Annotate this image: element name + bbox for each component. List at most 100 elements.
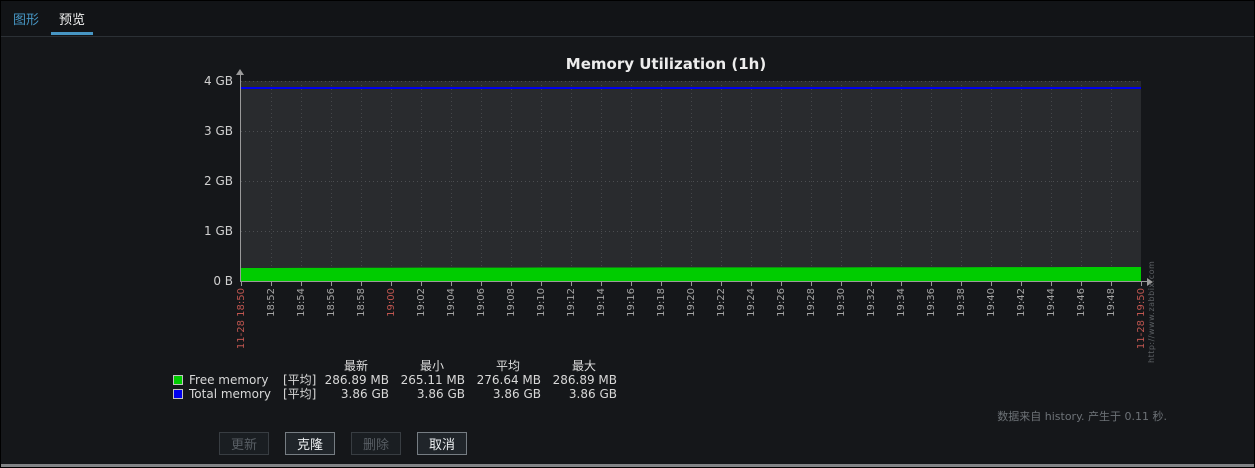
x-tick-label: 19:28: [806, 288, 817, 317]
x-tick-label: 19:14: [596, 288, 607, 317]
x-tick-mark: [391, 281, 392, 286]
x-tick-mark: [541, 281, 542, 286]
x-tick-mark: [691, 281, 692, 286]
x-tick-mark: [241, 281, 242, 286]
legend-last-value: 286.89 MB: [324, 372, 389, 387]
y-tick-label: 4 GB: [204, 74, 233, 88]
legend-aggregation: [平均]: [283, 373, 317, 387]
legend-swatch: [173, 374, 183, 385]
x-tick-label: 19:44: [1046, 288, 1057, 317]
y-axis-labels: 4 GB 3 GB 2 GB 1 GB 0 B: [151, 74, 233, 288]
x-tick-mark: [331, 281, 332, 286]
legend-row: Free memory [平均] 286.89 MB 265.11 MB 276.64 …: [173, 371, 627, 387]
x-tick-mark: [931, 281, 932, 286]
legend-header-max: 最大: [571, 359, 596, 373]
x-tick-label: 19:32: [866, 288, 877, 317]
tab-preview[interactable]: 预览: [49, 1, 95, 36]
y-tick-label: 2 GB: [204, 174, 233, 188]
x-tick-mark: [661, 281, 662, 286]
x-tick-label: 19:12: [566, 288, 577, 317]
x-tick-label: 19:38: [956, 288, 967, 317]
y-axis-line: [240, 75, 241, 282]
legend-last-value: 3.86 GB: [340, 386, 389, 401]
x-tick-label: 18:52: [266, 288, 277, 317]
y-tick-label: 0 B: [213, 274, 233, 288]
x-axis-labels: 11-28 18:50 18:52 18:54 18:56 18:58 19:00 19:0…: [236, 281, 1151, 396]
x-tick-label: 19:02: [416, 288, 427, 317]
tab-graph[interactable]: 图形: [13, 13, 40, 28]
chart-title: Memory Utilization (1h): [565, 55, 767, 73]
legend-avg-value: 3.86 GB: [492, 386, 541, 401]
x-tick-mark: [751, 281, 752, 286]
x-tick-mark: [841, 281, 842, 286]
legend-series-name: Total memory: [189, 386, 271, 401]
x-tick-label: 11-28 18:50: [236, 288, 247, 350]
x-tick-label: 19:26: [776, 288, 787, 317]
x-tick-mark: [961, 281, 962, 286]
legend-swatch: [173, 388, 183, 399]
legend-header-min: 最小: [419, 359, 444, 373]
x-tick-label: 19:06: [476, 288, 487, 317]
legend-avg-value: 276.64 MB: [476, 372, 541, 387]
clone-button[interactable]: 克隆: [285, 432, 336, 455]
x-tick-mark: [1081, 281, 1082, 286]
x-tick-label: 19:10: [536, 288, 547, 317]
x-tick-label: 11-28 19:50: [1136, 288, 1147, 350]
x-tick-mark: [481, 281, 482, 286]
x-tick-mark: [421, 281, 422, 286]
x-tick-mark: [1051, 281, 1052, 286]
x-tick-label: 19:30: [836, 288, 847, 317]
x-tick-label: 19:08: [506, 288, 517, 317]
data-source-note: 数据来自 history. 产生于 0.11 秒.: [997, 410, 1167, 423]
x-tick-label: 19:34: [896, 288, 907, 317]
x-tick-mark: [721, 281, 722, 286]
legend-max-value: 3.86 GB: [568, 386, 617, 401]
delete-button[interactable]: 删除: [351, 432, 402, 455]
update-button[interactable]: 更新: [219, 432, 270, 455]
free-memory-area: [241, 266, 1141, 281]
x-tick-label: 19:46: [1076, 288, 1087, 317]
action-buttons: 更新 克隆 删除 取消: [219, 432, 468, 455]
x-tick-mark: [631, 281, 632, 286]
x-tick-label: 19:20: [686, 288, 697, 317]
legend-series-name: Free memory: [189, 372, 269, 387]
x-tick-mark: [1141, 281, 1142, 286]
x-tick-label: 18:56: [326, 288, 337, 317]
legend-max-value: 286.89 MB: [552, 372, 617, 387]
legend-header-avg: 平均: [495, 359, 520, 373]
x-tick-mark: [991, 281, 992, 286]
y-tick-label: 1 GB: [204, 224, 233, 238]
x-tick-label: 19:40: [986, 288, 997, 317]
horizontal-scrollbar[interactable]: [1, 464, 1254, 467]
x-tick-mark: [601, 281, 602, 286]
x-tick-label: 19:04: [446, 288, 457, 317]
x-tick-mark: [811, 281, 812, 286]
x-tick-label: 19:36: [926, 288, 937, 317]
x-tick-label: 19:48: [1106, 288, 1117, 317]
legend-min-value: 3.86 GB: [416, 386, 465, 401]
legend: 最新 最小 平均 最大 Free memory [平均] 286.89 MB 265.…: [173, 357, 627, 401]
x-tick-label: 18:58: [356, 288, 367, 317]
x-axis-line: [241, 281, 1147, 282]
x-tick-mark: [781, 281, 782, 286]
x-tick-label: 19:00: [386, 288, 397, 317]
x-tick-mark: [871, 281, 872, 286]
x-tick-label: 19:18: [656, 288, 667, 317]
x-tick-mark: [451, 281, 452, 286]
x-tick-mark: [901, 281, 902, 286]
y-tick-label: 3 GB: [204, 124, 233, 138]
legend-row: Total memory [平均] 3.86 GB 3.86 GB 3.86 GB 3.8…: [173, 385, 627, 401]
cancel-button[interactable]: 取消: [417, 432, 468, 455]
zabbix-url-watermark: http://www.zabbix.com: [1147, 260, 1156, 363]
x-tick-mark: [511, 281, 512, 286]
legend-min-value: 265.11 MB: [400, 372, 465, 387]
legend-header-row: 最新 最小 平均 最大: [173, 357, 627, 373]
x-tick-mark: [271, 281, 272, 286]
x-tick-label: 19:22: [716, 288, 727, 317]
tab-bar: 图形 预览: [1, 1, 1254, 37]
x-tick-mark: [1021, 281, 1022, 286]
x-tick-mark: [1111, 281, 1112, 286]
legend-aggregation: [平均]: [283, 387, 317, 401]
x-tick-label: 18:54: [296, 288, 307, 317]
